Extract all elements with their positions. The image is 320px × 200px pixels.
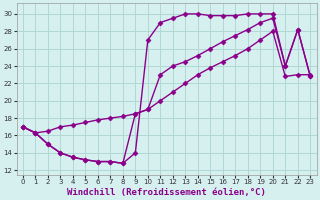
X-axis label: Windchill (Refroidissement éolien,°C): Windchill (Refroidissement éolien,°C) [67, 188, 266, 197]
